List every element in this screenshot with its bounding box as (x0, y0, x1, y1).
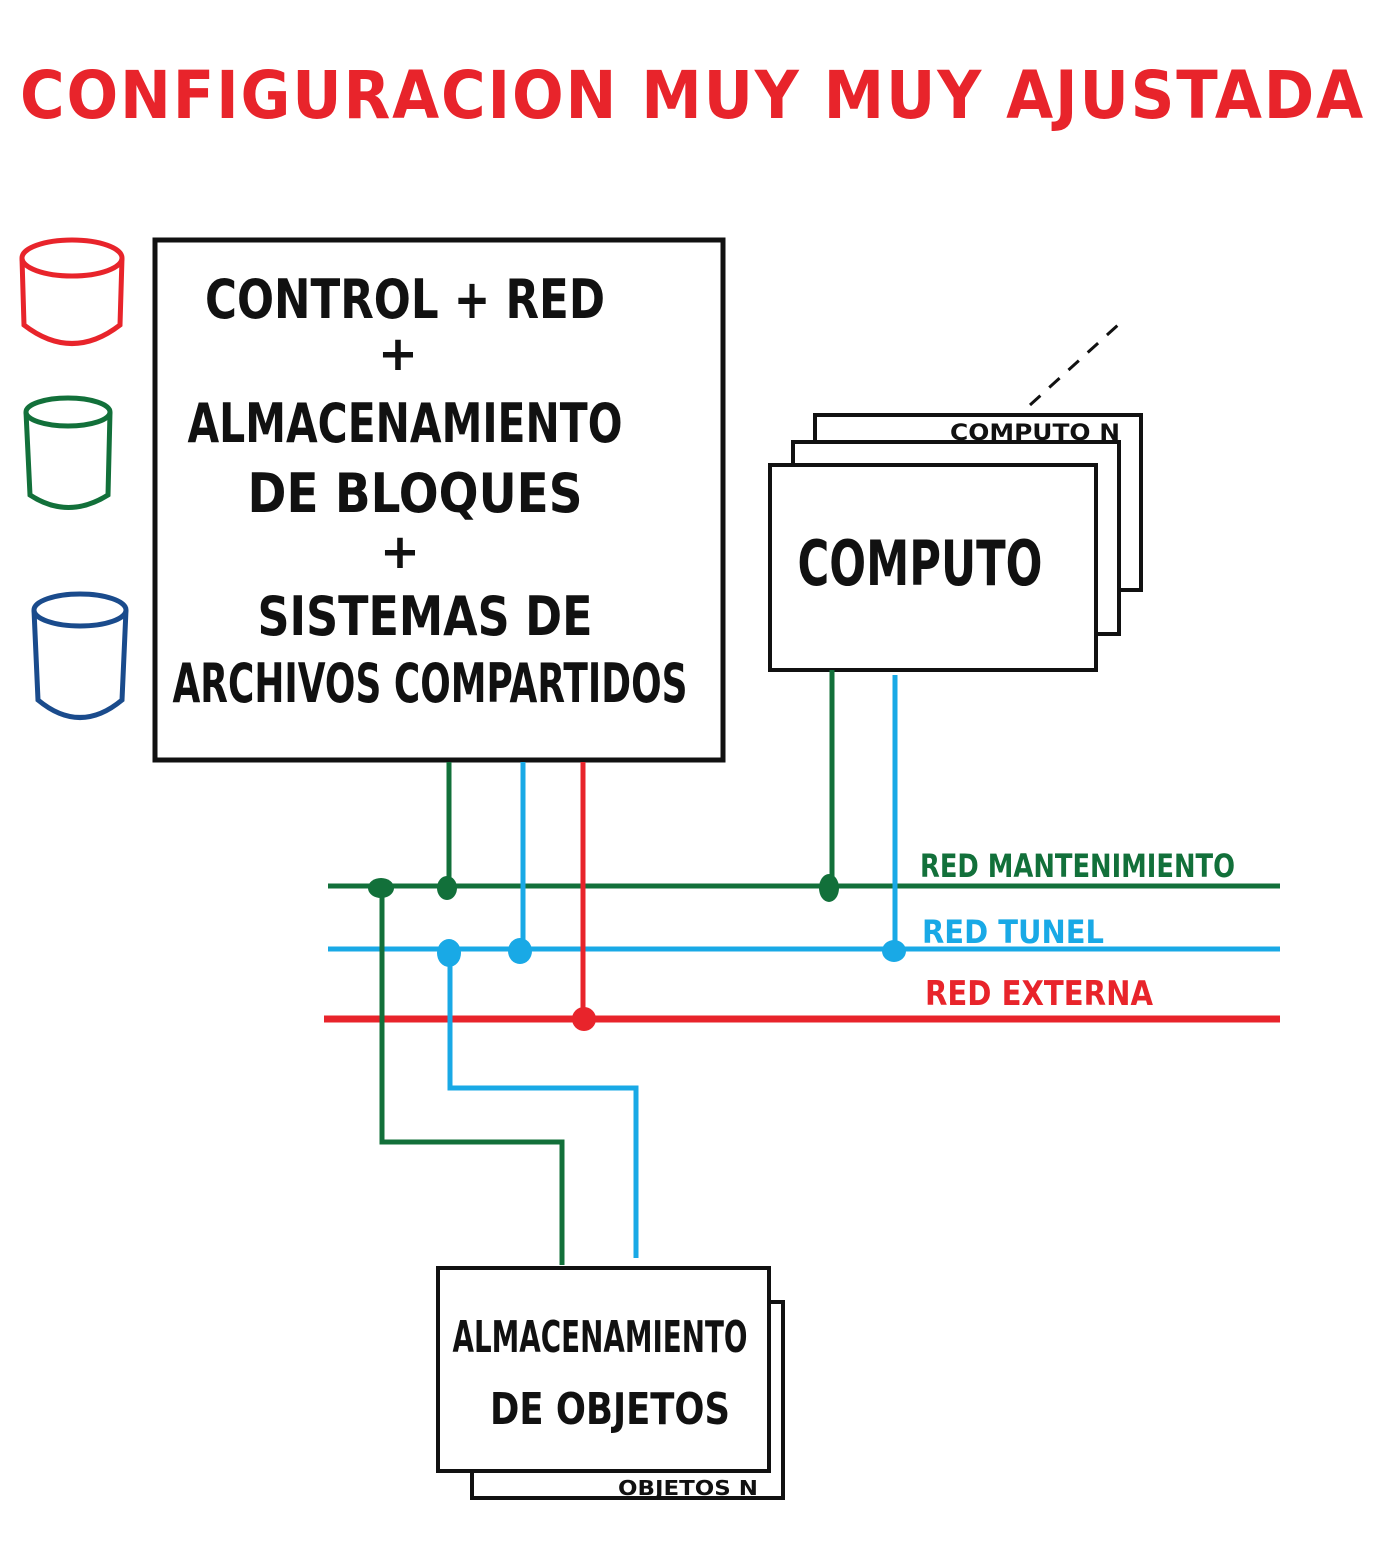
object-storage-stack-label: OBJETOS N (618, 1476, 758, 1500)
control-node-box (152, 237, 726, 763)
control-line-3: DE BLOQUES (248, 462, 583, 525)
diagram-title: CONFIGURACION MUY MUY AJUSTADA (20, 57, 1365, 134)
control-line-2: ALMACENAMIENTO (188, 392, 623, 455)
green-cylinder-icon (23, 395, 113, 510)
junction-dot (437, 939, 461, 967)
compute-label: COMPUTO (798, 527, 1043, 600)
object-storage-line-2: DE OBJETOS (490, 1384, 730, 1435)
object-storage-front (436, 1266, 771, 1473)
junction-dot (508, 938, 532, 964)
objects-mantenimiento-link (379, 886, 565, 1265)
compute-stack-label: COMPUTO N (950, 421, 1120, 446)
red-mantenimiento-label: RED MANTENIMIENTO (920, 847, 1235, 885)
junction-dot (572, 1007, 596, 1031)
red-cylinder-icon (19, 237, 125, 346)
control-plus-2: + (380, 524, 420, 580)
junction-dot (882, 940, 906, 962)
control-line-4: SISTEMAS DE (258, 585, 593, 648)
junction-dot (368, 878, 394, 898)
control-plus-1: + (378, 326, 418, 382)
junction-dot (437, 876, 457, 900)
junction-dot (819, 874, 839, 902)
compute-stack (768, 413, 1143, 672)
junction-dots (368, 874, 906, 1031)
compute-node-front (768, 463, 1098, 672)
control-node-text: CONTROL + RED + ALMACENAMIENTO DE BLOQUE… (173, 268, 688, 715)
red-tunel-label: RED TUNEL (922, 913, 1104, 951)
control-line-1: CONTROL + RED (205, 268, 605, 331)
object-storage-line-1: ALMACENAMIENTO (453, 1312, 748, 1363)
objects-tunel-link (447, 949, 639, 1258)
object-storage-stack (436, 1266, 785, 1500)
red-externa-label: RED EXTERNA (925, 974, 1154, 1014)
blue-cylinder-icon (31, 591, 129, 720)
compute-more-dashes (1028, 323, 1120, 407)
control-line-5: ARCHIVOS COMPARTIDOS (173, 652, 688, 715)
